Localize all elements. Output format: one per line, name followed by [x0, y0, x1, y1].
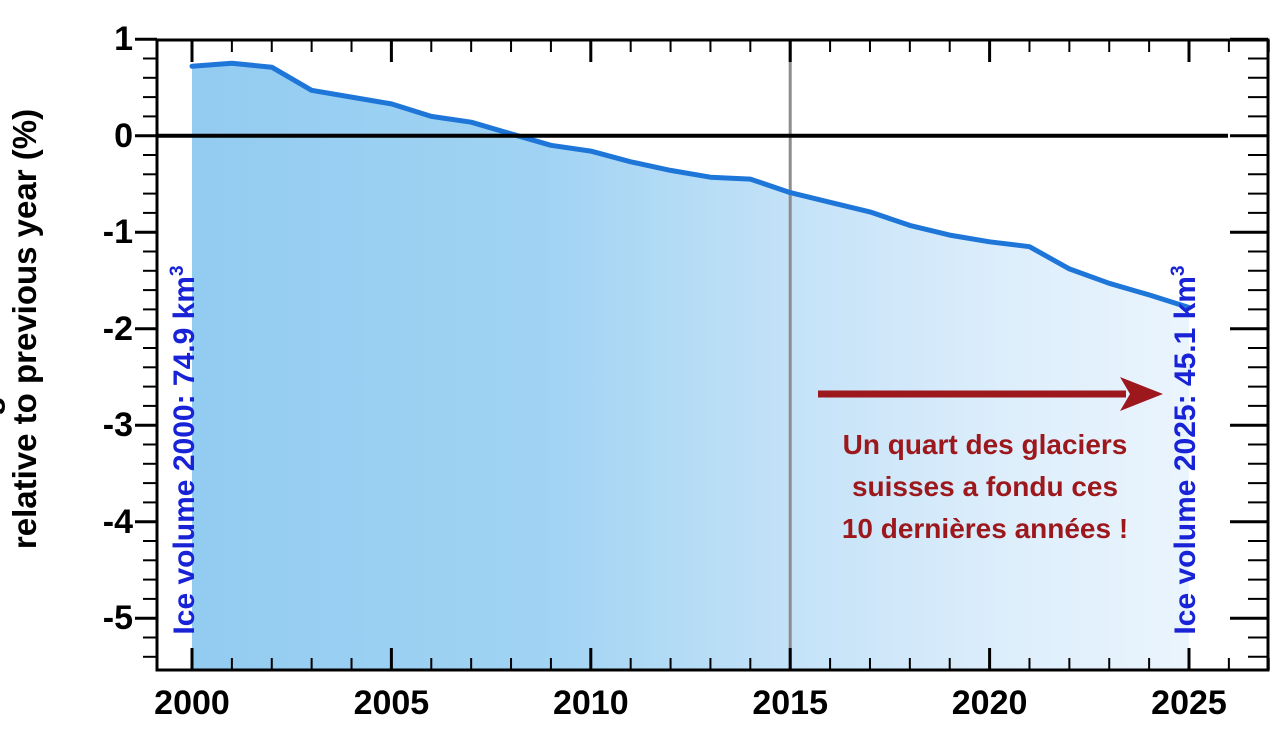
y-tick-label: -5: [102, 599, 133, 638]
x-tick-label: 2015: [752, 684, 829, 722]
ice-volume-2000-label: Ice volume 2000: 74.9 km3: [159, 234, 201, 666]
y-tick-label: -4: [102, 502, 133, 541]
x-tick-label: 2020: [951, 684, 1028, 722]
ice-volume-2025-superscript: 3: [1168, 265, 1189, 277]
plot-frame: [155, 38, 1270, 672]
line-series: [189, 60, 1192, 310]
axis-ticks: [135, 37, 1270, 670]
ice-volume-2025-text: Ice volume 2025: 45.1 km: [1169, 276, 1202, 635]
glacier-melt-note-line3: 10 dernières années !: [841, 513, 1129, 544]
y-tick-label: -3: [102, 406, 133, 445]
glacier-melt-note-line2: suisses a fondu ces: [851, 471, 1119, 502]
x-tick-label: 2005: [353, 684, 430, 722]
glacier-melt-note-line1: Un quart des glaciers: [842, 429, 1128, 460]
right-arrow-icon: [818, 377, 1163, 411]
y-tick-label: 1: [114, 20, 133, 59]
x-tick-label: 2000: [154, 684, 230, 722]
x-tick-label: 2025: [1151, 684, 1227, 722]
glacier-melt-note: Un quart des glaciers suisses a fondu ce…: [800, 424, 1170, 550]
y-tick-label: -1: [102, 213, 133, 252]
ice-volume-2000-text: Ice volume 2000: 74.9 km: [168, 276, 201, 635]
x-tick-label: 2010: [552, 684, 629, 722]
y-tick-label: -2: [102, 309, 133, 348]
y-axis-title-line2: relative to previous year (%): [6, 108, 43, 550]
area-series: [192, 63, 1189, 671]
ice-volume-2000-superscript: 3: [167, 265, 188, 277]
y-tick-label: 0: [114, 116, 133, 155]
